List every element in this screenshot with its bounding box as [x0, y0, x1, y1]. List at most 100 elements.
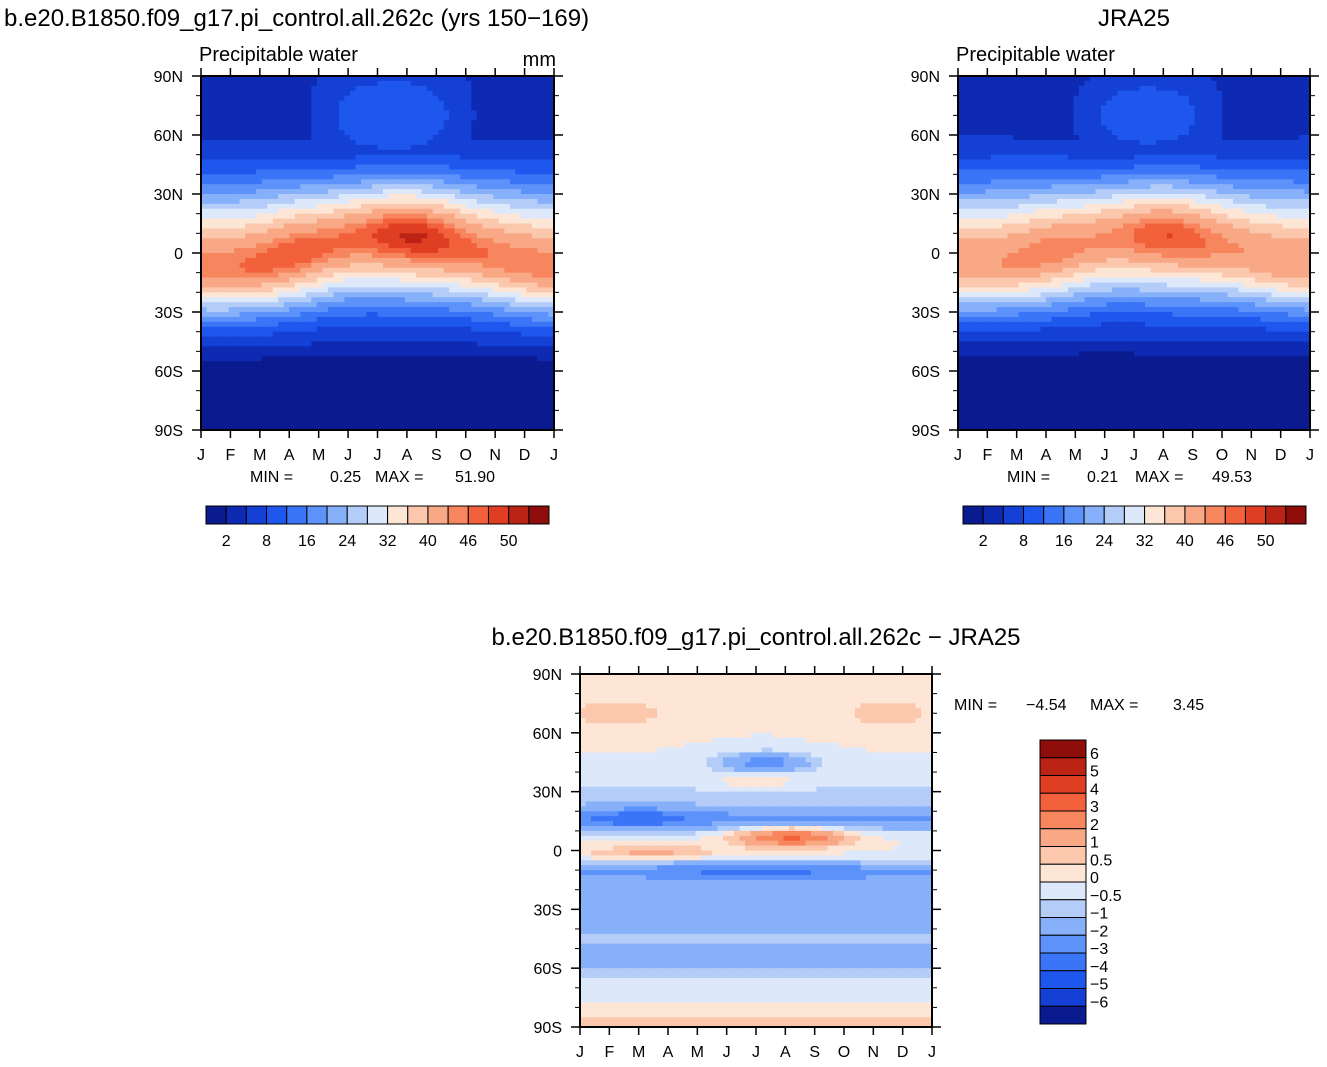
colorbar-box	[427, 505, 449, 525]
field-cell	[493, 76, 500, 82]
field-cell	[228, 410, 235, 416]
field-cell	[217, 243, 224, 249]
field-cell	[487, 312, 494, 318]
field-cell	[526, 292, 533, 298]
field-cell	[449, 105, 456, 112]
field-cell	[1035, 76, 1042, 82]
field-cell	[261, 135, 268, 141]
field-cell	[487, 425, 494, 431]
field-cell	[228, 425, 235, 431]
field-cell	[432, 149, 439, 156]
field-cell	[443, 390, 450, 397]
field-cell	[338, 76, 346, 82]
field-cell	[327, 366, 334, 372]
field-cell	[471, 390, 478, 397]
field-cell	[537, 169, 544, 175]
field-cell	[333, 267, 340, 274]
field-cell	[548, 425, 555, 431]
field-cell	[300, 425, 307, 431]
field-cell	[228, 208, 235, 215]
field-cell	[256, 100, 263, 107]
field-cell	[294, 144, 301, 151]
field-cell	[504, 253, 511, 259]
field-cell	[482, 267, 489, 274]
field-cell	[509, 336, 516, 343]
field-cell	[1205, 90, 1212, 97]
field-cell	[394, 395, 401, 402]
field-cell	[212, 218, 219, 225]
field-cell	[327, 208, 334, 215]
field-cell	[421, 390, 428, 397]
field-cell	[498, 243, 505, 249]
field-cell	[228, 139, 235, 146]
field-cell	[520, 218, 528, 225]
field-cell	[515, 425, 522, 431]
field-cell	[267, 194, 274, 200]
field-cell	[371, 361, 379, 367]
field-cell	[399, 415, 406, 421]
field-cell	[316, 95, 323, 102]
field-cell	[405, 238, 412, 244]
field-cell	[504, 361, 511, 367]
field-cell	[394, 336, 401, 343]
field-cell	[482, 341, 489, 348]
field-cell	[482, 380, 489, 387]
field-cell	[399, 425, 406, 431]
field-cell	[206, 110, 213, 116]
field-cell	[344, 257, 351, 264]
field-cell	[454, 76, 461, 82]
field-cell	[294, 120, 301, 126]
field-cell	[416, 194, 423, 200]
field-cell	[311, 292, 318, 298]
field-cell	[245, 302, 252, 308]
field-cell	[311, 159, 318, 166]
field-cell	[344, 385, 351, 392]
field-cell	[355, 139, 362, 146]
field-cell	[526, 356, 533, 362]
field-cell	[267, 400, 274, 407]
field-cell	[349, 130, 357, 136]
field-cell	[201, 194, 208, 200]
field-cell	[344, 277, 351, 284]
field-cell	[542, 243, 550, 249]
field-cell	[300, 115, 307, 121]
field-cell	[261, 302, 268, 308]
field-cell	[250, 125, 257, 131]
field-cell	[278, 366, 285, 372]
field-cell	[531, 312, 539, 318]
field-cell	[388, 312, 395, 318]
field-cell	[327, 331, 334, 338]
field-cell	[520, 302, 528, 308]
field-cell	[338, 302, 346, 308]
field-cell	[416, 80, 423, 87]
field-cell	[283, 135, 290, 141]
field-cell	[537, 85, 544, 92]
field-cell	[371, 115, 379, 121]
field-cell	[355, 356, 362, 362]
field-cell	[377, 139, 384, 146]
field-cell	[239, 321, 246, 328]
field-cell	[267, 164, 274, 171]
field-cell	[542, 100, 550, 107]
field-cell	[394, 174, 401, 180]
field-cell	[355, 243, 362, 249]
field-cell	[515, 341, 522, 348]
field-cell	[272, 361, 279, 367]
field-cell	[201, 321, 208, 328]
field-cell	[371, 297, 379, 303]
field-cell	[377, 243, 384, 249]
field-cell	[223, 164, 230, 171]
field-cell	[278, 307, 285, 313]
field-cell	[234, 105, 241, 112]
field-cell	[278, 218, 285, 225]
field-cell	[410, 184, 417, 190]
field-cell	[360, 174, 368, 180]
field-cell	[316, 395, 323, 402]
field-cell	[228, 144, 235, 151]
field-cell	[311, 203, 318, 210]
field-cell	[1024, 80, 1031, 87]
field-cell	[427, 238, 434, 244]
field-cell	[438, 184, 445, 190]
field-cell	[460, 198, 467, 205]
field-cell	[421, 356, 428, 362]
